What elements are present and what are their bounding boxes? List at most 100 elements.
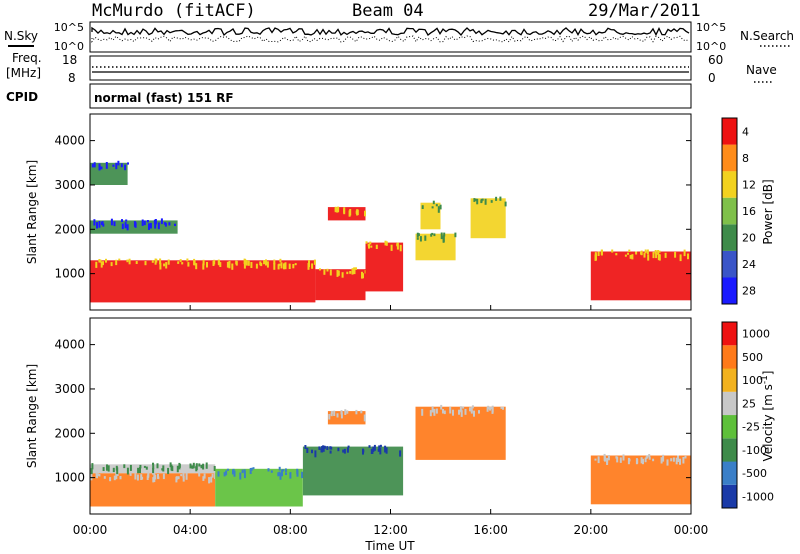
power-speckle bbox=[128, 258, 131, 265]
velocity-speckle bbox=[115, 472, 118, 480]
velocity-speckle bbox=[321, 446, 324, 453]
velocity-speckle bbox=[103, 476, 106, 479]
power-speckle bbox=[243, 258, 246, 265]
velocity-speckle bbox=[340, 410, 343, 415]
velocity-speckle bbox=[490, 406, 493, 410]
power-speckle bbox=[110, 218, 113, 226]
power-speckle bbox=[419, 236, 422, 242]
power-speckle bbox=[280, 262, 283, 269]
velocity-speckle bbox=[330, 412, 333, 417]
velocity-speckle bbox=[281, 469, 283, 477]
power-speckle bbox=[439, 204, 442, 210]
power-speckle bbox=[346, 271, 349, 275]
power-speckle bbox=[370, 245, 373, 248]
power-speckle bbox=[135, 261, 138, 264]
power-speckle bbox=[308, 260, 310, 268]
velocity-speckle bbox=[343, 448, 346, 454]
velocity-region bbox=[215, 468, 303, 507]
velocity-speckle bbox=[500, 406, 503, 409]
velocity-speckle bbox=[489, 407, 491, 411]
colorbar-segment bbox=[722, 322, 737, 346]
velocity-speckle bbox=[597, 456, 600, 464]
power-ylabel: Slant Range [km] bbox=[25, 160, 39, 264]
velocity-speckle bbox=[344, 409, 347, 415]
cpid-value: normal (fast) 151 RF bbox=[94, 91, 234, 105]
power-speckle bbox=[218, 262, 221, 266]
freq-panel bbox=[89, 55, 692, 81]
power-speckle bbox=[624, 254, 627, 257]
colorbar-tick-label: 24 bbox=[742, 258, 756, 271]
power-speckle bbox=[110, 262, 113, 267]
velocity-speckle bbox=[652, 458, 655, 462]
power-speckle bbox=[385, 241, 388, 246]
velocity-speckle bbox=[147, 471, 150, 477]
x-tick-label: 12:00 bbox=[373, 523, 408, 537]
velocity-speckle bbox=[175, 476, 178, 483]
velocity-speckle bbox=[116, 467, 119, 475]
power-speckle bbox=[431, 206, 434, 209]
velocity-speckle bbox=[645, 456, 648, 459]
velocity-speckle bbox=[640, 457, 643, 464]
colorbar-tick-label: -100 bbox=[742, 444, 767, 457]
nave-tick-top: 60 bbox=[708, 53, 723, 67]
velocity-speckle bbox=[152, 467, 155, 474]
velocity-speckle bbox=[460, 409, 463, 413]
velocity-speckle bbox=[243, 471, 246, 479]
power-speckle bbox=[117, 160, 120, 166]
velocity-speckle bbox=[478, 410, 480, 414]
velocity-speckle bbox=[139, 467, 141, 474]
power-speckle bbox=[628, 249, 631, 252]
colorbar-tick-label: 500 bbox=[742, 351, 763, 364]
power-speckle bbox=[349, 209, 352, 216]
colorbar-tick-label: 16 bbox=[742, 205, 756, 218]
velocity-speckle bbox=[270, 470, 273, 473]
power-speckle bbox=[284, 262, 287, 270]
colorbar-frame bbox=[721, 117, 738, 305]
power-speckle bbox=[121, 219, 123, 222]
velocity-speckle bbox=[106, 464, 108, 470]
velocity-speckle bbox=[162, 473, 165, 480]
velocity-speckle bbox=[213, 466, 216, 471]
power-region bbox=[327, 207, 366, 221]
velocity-speckle bbox=[323, 445, 326, 449]
power-speckle bbox=[341, 272, 344, 278]
velocity-speckle bbox=[296, 468, 299, 475]
power-speckle bbox=[124, 222, 127, 229]
power-speckle bbox=[154, 219, 157, 225]
power-speckle bbox=[294, 263, 297, 266]
velocity-speckle bbox=[429, 410, 432, 417]
power-speckle bbox=[473, 198, 476, 202]
power-speckle bbox=[259, 261, 262, 266]
velocity-speckle bbox=[318, 446, 321, 450]
power-speckle bbox=[195, 263, 198, 270]
velocity-speckle bbox=[267, 468, 270, 472]
velocity-speckle bbox=[326, 446, 329, 450]
velocity-speckle bbox=[191, 465, 194, 469]
noise-tick-top-right: 10^5 bbox=[696, 21, 726, 34]
velocity-speckle bbox=[91, 463, 94, 470]
velocity-speckle bbox=[355, 409, 358, 415]
power-speckle bbox=[364, 210, 366, 217]
y-tick-label: 4000 bbox=[54, 338, 85, 352]
velocity-speckle bbox=[682, 457, 685, 464]
power-speckle bbox=[151, 260, 154, 263]
velocity-speckle bbox=[642, 458, 644, 465]
power-speckle bbox=[351, 268, 354, 275]
velocity-speckle bbox=[140, 474, 143, 480]
colorbar-segment bbox=[722, 277, 737, 304]
velocity-speckle bbox=[157, 474, 159, 479]
power-speckle bbox=[311, 263, 314, 269]
velocity-speckle bbox=[371, 448, 374, 454]
power-speckle bbox=[93, 219, 96, 226]
power-speckle bbox=[98, 221, 101, 228]
x-tick-label: 00:00 bbox=[674, 523, 709, 537]
power-speckle bbox=[217, 261, 220, 264]
velocity-speckle bbox=[205, 462, 208, 469]
power-speckle bbox=[100, 166, 103, 170]
power-speckle bbox=[629, 254, 632, 259]
power-speckle bbox=[159, 258, 162, 265]
velocity-speckle bbox=[449, 406, 452, 414]
power-speckle bbox=[399, 244, 402, 252]
colorbar-tick-label: 1000 bbox=[742, 328, 770, 341]
freq-unit-label: [MHz] bbox=[6, 66, 41, 80]
